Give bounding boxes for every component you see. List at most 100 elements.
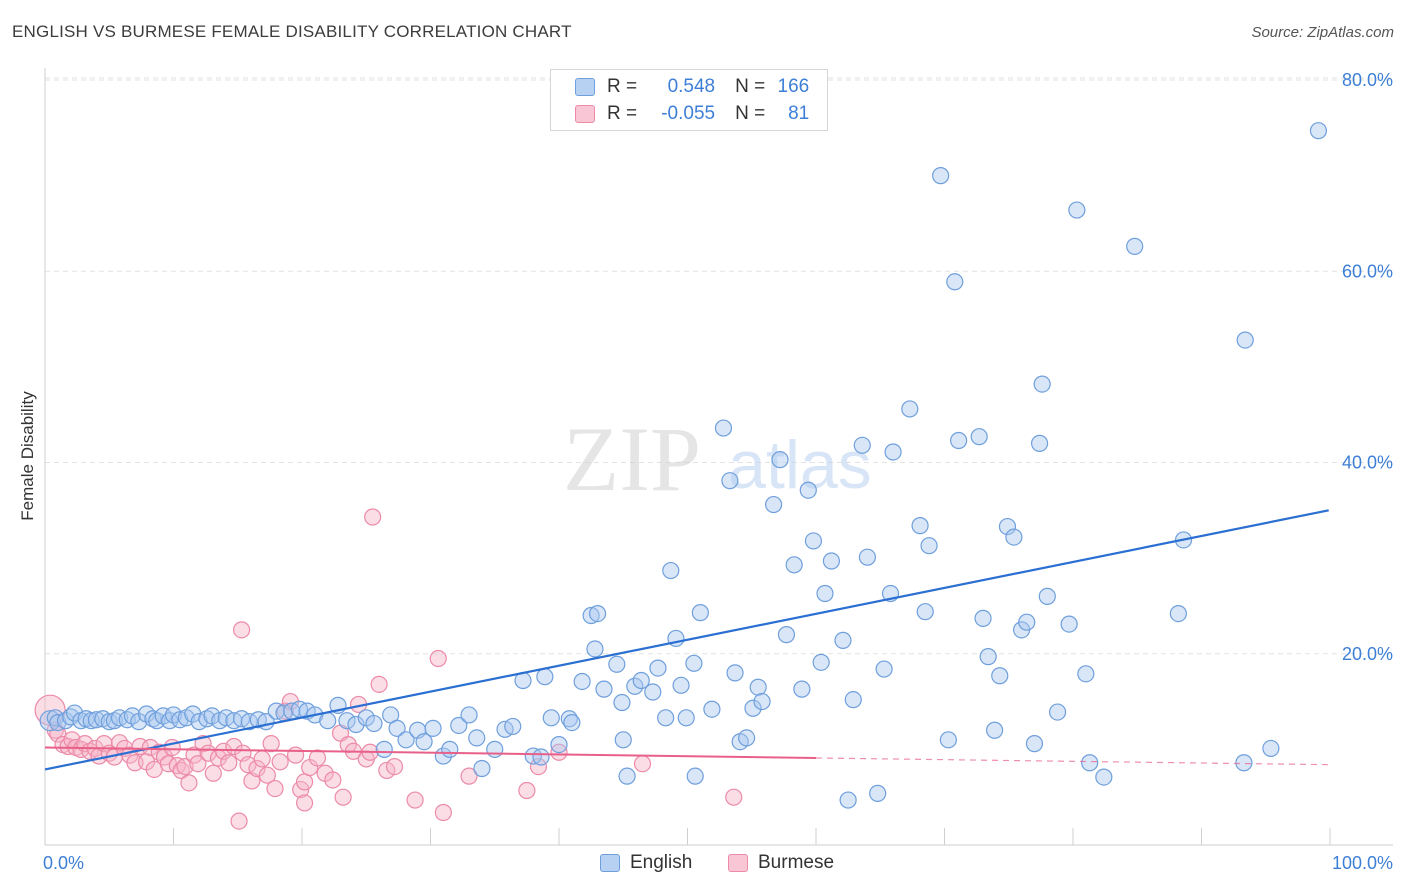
english-point xyxy=(998,517,1017,536)
english-point xyxy=(1095,768,1113,786)
english-point xyxy=(703,700,721,718)
english-point xyxy=(812,653,830,671)
english-point xyxy=(785,556,803,574)
burmese-point xyxy=(633,755,652,773)
english-point xyxy=(504,717,522,736)
english-point xyxy=(613,693,631,712)
english-point xyxy=(632,671,650,690)
burmese-point xyxy=(230,812,248,830)
english-point xyxy=(771,451,789,469)
burmese-point xyxy=(295,794,314,812)
english-point xyxy=(672,676,690,694)
english-point xyxy=(721,472,739,490)
burmese-trend-line xyxy=(44,746,817,759)
english-point xyxy=(1033,375,1051,393)
english-point xyxy=(686,767,704,785)
english-point xyxy=(804,532,823,550)
english-point xyxy=(884,443,902,461)
legend-item-burmese: Burmese xyxy=(728,852,834,874)
english-point xyxy=(1262,739,1280,758)
y-tick-label: 20.0% xyxy=(1342,644,1393,664)
burmese-point xyxy=(364,508,382,526)
burmese-point xyxy=(233,621,251,639)
english-point xyxy=(582,606,600,625)
english-point xyxy=(1236,331,1254,349)
english-point xyxy=(542,709,560,727)
burmese-point xyxy=(406,791,424,809)
burmese-legend-label: Burmese xyxy=(758,852,835,873)
burmese-point xyxy=(185,746,203,764)
english-point xyxy=(441,740,459,758)
english-point xyxy=(869,784,887,802)
english-point xyxy=(486,740,504,758)
series-legend: English Burmese xyxy=(0,852,1406,878)
burmese-point xyxy=(180,774,198,792)
english-point xyxy=(834,631,852,649)
english-series xyxy=(39,122,1328,809)
english-point xyxy=(123,707,141,725)
burmese-point xyxy=(370,675,388,693)
legend-row-burmese: R = -0.055 N = 81 xyxy=(575,101,809,127)
english-point xyxy=(685,654,703,672)
burmese-point xyxy=(204,764,222,782)
english-point xyxy=(532,748,550,766)
english-point xyxy=(1025,735,1044,753)
english-point xyxy=(753,692,771,711)
english-point xyxy=(573,672,591,691)
burmese-point xyxy=(262,735,280,753)
burmese-point xyxy=(271,753,289,771)
english-point xyxy=(1048,703,1067,721)
burmese-trend-extension xyxy=(815,757,1329,766)
english-point xyxy=(844,691,862,709)
english-n-value: 166 xyxy=(777,76,810,97)
english-point xyxy=(87,711,106,729)
burmese-point xyxy=(266,779,284,798)
english-point xyxy=(563,713,581,732)
tick-labels: 20.0% 40.0% 60.0% 80.0% 0.0% 100.0% xyxy=(43,70,1393,873)
english-swatch xyxy=(575,78,595,96)
english-point xyxy=(986,721,1004,739)
burmese-point xyxy=(248,759,266,778)
english-point xyxy=(1005,528,1023,546)
burmese-point xyxy=(253,750,271,768)
english-point xyxy=(970,428,988,446)
y-tick-label: 40.0% xyxy=(1342,453,1393,473)
english-point xyxy=(714,419,733,437)
english-point xyxy=(347,715,365,734)
english-point xyxy=(415,733,433,751)
english-point xyxy=(916,603,934,621)
english-n-label: N = xyxy=(735,76,766,97)
english-point xyxy=(738,729,756,747)
burmese-point xyxy=(725,788,743,806)
english-point xyxy=(875,660,893,678)
burmese-n-value: 81 xyxy=(788,103,810,124)
english-point xyxy=(691,604,709,622)
english-point xyxy=(662,561,680,580)
english-point xyxy=(614,731,632,749)
burmese-point xyxy=(460,767,478,785)
english-point xyxy=(853,436,871,454)
english-point xyxy=(319,712,337,730)
english-trend-line xyxy=(44,509,1329,771)
burmese-point xyxy=(334,788,352,806)
burmese-r-value: -0.055 xyxy=(661,103,716,124)
burmese-n-label: N = xyxy=(735,103,766,124)
english-point xyxy=(375,740,393,758)
english-point xyxy=(626,677,644,695)
english-point xyxy=(991,667,1009,685)
english-point xyxy=(450,716,468,735)
english-legend-label: English xyxy=(630,852,693,873)
english-point xyxy=(536,668,554,686)
english-point xyxy=(946,273,964,291)
english-point xyxy=(424,719,442,737)
english-point xyxy=(1126,237,1144,255)
english-point xyxy=(1235,754,1253,772)
english-point xyxy=(777,626,796,644)
grid-lines xyxy=(45,77,1393,655)
english-point xyxy=(618,767,636,785)
burmese-point xyxy=(518,781,536,800)
english-point xyxy=(586,640,604,658)
english-point xyxy=(1077,665,1095,683)
english-point xyxy=(911,517,929,535)
burmese-point xyxy=(529,757,548,776)
